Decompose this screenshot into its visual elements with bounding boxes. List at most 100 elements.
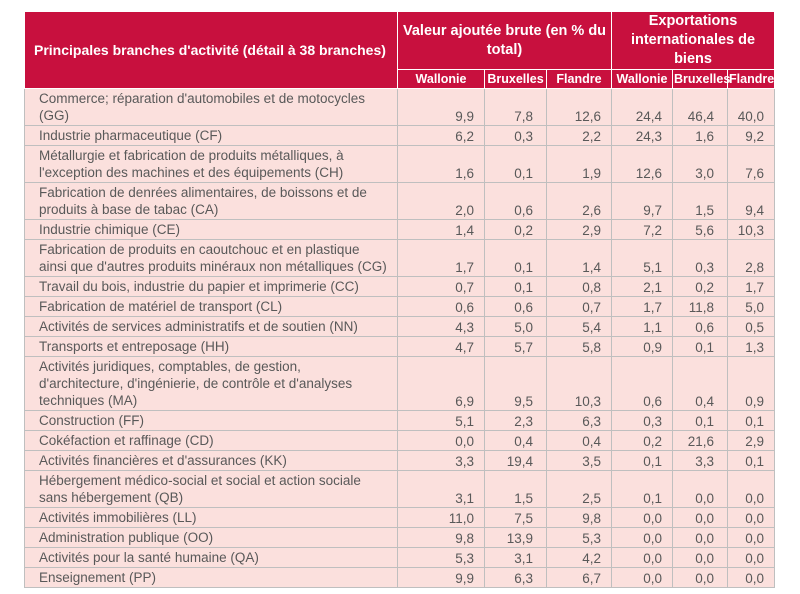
- cell-wallonie-exp: 0,1: [611, 470, 674, 508]
- col-header-flandre-exp: Flandre: [727, 69, 776, 89]
- row-label: Administration publique (OO): [24, 527, 398, 548]
- cell-flandre-va: 1,9: [545, 145, 613, 183]
- table-row: Métallurgie et fabrication de produits m…: [24, 145, 776, 183]
- row-label: Activités pour la santé humaine (QA): [24, 547, 398, 568]
- cell-bruxelles-va: 0,1: [484, 276, 547, 297]
- cell-flandre-va: 3,5: [545, 450, 613, 471]
- cell-wallonie-va: 0,6: [397, 296, 485, 317]
- row-label: Fabrication de matériel de transport (CL…: [24, 296, 398, 317]
- table-row: Activités de services administratifs et …: [24, 316, 776, 337]
- row-label: Construction (FF): [24, 410, 398, 431]
- cell-flandre-exp: 40,0: [727, 88, 776, 126]
- cell-flandre-exp: 1,7: [727, 276, 776, 297]
- col-header-wallonie-exp: Wallonie: [611, 69, 674, 89]
- table-row: Fabrication de produits en caoutchouc et…: [24, 239, 776, 277]
- cell-wallonie-va: 4,7: [397, 336, 485, 357]
- cell-wallonie-va: 1,4: [397, 219, 485, 240]
- cell-bruxelles-va: 0,2: [484, 219, 547, 240]
- cell-flandre-exp: 0,1: [727, 410, 776, 431]
- cell-bruxelles-exp: 0,6: [672, 316, 729, 337]
- table-row: Fabrication de denrées alimentaires, de …: [24, 182, 776, 220]
- cell-bruxelles-va: 0,6: [484, 182, 547, 220]
- cell-bruxelles-exp: 3,0: [672, 145, 729, 183]
- cell-bruxelles-exp: 0,0: [672, 547, 729, 568]
- cell-flandre-va: 6,3: [545, 410, 613, 431]
- cell-flandre-va: 2,5: [545, 470, 613, 508]
- cell-flandre-exp: 9,2: [727, 125, 776, 146]
- table-row: Industrie pharmaceutique (CF) 6,2 0,3 2,2 24…: [24, 125, 776, 146]
- cell-bruxelles-va: 7,5: [484, 507, 547, 528]
- cell-wallonie-exp: 0,0: [611, 567, 674, 588]
- table-row: Transports et entreposage (HH) 4,7 5,7 5,8 0…: [24, 336, 776, 357]
- cell-wallonie-exp: 5,1: [611, 239, 674, 277]
- group-header-exportations: Exportations internationales de biens: [611, 11, 776, 70]
- cell-bruxelles-va: 0,6: [484, 296, 547, 317]
- row-label: Commerce; réparation d'automobiles et de…: [24, 88, 398, 126]
- cell-wallonie-va: 3,1: [397, 470, 485, 508]
- cell-wallonie-va: 11,0: [397, 507, 485, 528]
- cell-flandre-exp: 2,8: [727, 239, 776, 277]
- cell-bruxelles-va: 7,8: [484, 88, 547, 126]
- row-label: Activités de services administratifs et …: [24, 316, 398, 337]
- table-row: Administration publique (OO) 9,8 13,9 5,3 0,…: [24, 527, 776, 548]
- cell-wallonie-va: 1,6: [397, 145, 485, 183]
- cell-bruxelles-va: 19,4: [484, 450, 547, 471]
- cell-bruxelles-va: 1,5: [484, 470, 547, 508]
- cell-wallonie-exp: 0,0: [611, 507, 674, 528]
- cell-flandre-va: 0,4: [545, 430, 613, 451]
- cell-flandre-va: 5,3: [545, 527, 613, 548]
- cell-bruxelles-va: 6,3: [484, 567, 547, 588]
- cell-bruxelles-va: 2,3: [484, 410, 547, 431]
- cell-bruxelles-exp: 5,6: [672, 219, 729, 240]
- cell-wallonie-exp: 12,6: [611, 145, 674, 183]
- cell-flandre-va: 4,2: [545, 547, 613, 568]
- cell-wallonie-va: 0,7: [397, 276, 485, 297]
- row-label: Fabrication de produits en caoutchouc et…: [24, 239, 398, 277]
- cell-wallonie-exp: 9,7: [611, 182, 674, 220]
- cell-bruxelles-va: 5,7: [484, 336, 547, 357]
- cell-wallonie-va: 9,9: [397, 567, 485, 588]
- cell-flandre-exp: 2,9: [727, 430, 776, 451]
- cell-flandre-va: 9,8: [545, 507, 613, 528]
- cell-wallonie-va: 0,0: [397, 430, 485, 451]
- cell-wallonie-exp: 24,4: [611, 88, 674, 126]
- group-header-valeur-ajoutee: Valeur ajoutée brute (en % du total): [396, 11, 613, 70]
- cell-wallonie-va: 1,7: [397, 239, 485, 277]
- cell-wallonie-va: 3,3: [397, 450, 485, 471]
- table-row: Activités juridiques, comptables, de ges…: [24, 356, 776, 411]
- cell-bruxelles-va: 13,9: [484, 527, 547, 548]
- cell-flandre-exp: 0,9: [727, 356, 776, 411]
- cell-bruxelles-exp: 0,0: [672, 507, 729, 528]
- cell-flandre-exp: 0,5: [727, 316, 776, 337]
- branches-table: Principales branches d'activité (détail …: [24, 11, 776, 588]
- row-label: Activités immobilières (LL): [24, 507, 398, 528]
- cell-flandre-exp: 0,0: [727, 547, 776, 568]
- row-label: Transports et entreposage (HH): [24, 336, 398, 357]
- cell-bruxelles-exp: 0,2: [672, 276, 729, 297]
- cell-bruxelles-exp: 0,4: [672, 356, 729, 411]
- cell-bruxelles-exp: 46,4: [672, 88, 729, 126]
- cell-flandre-va: 0,8: [545, 276, 613, 297]
- row-label: Hébergement médico-social et social et a…: [24, 470, 398, 508]
- cell-wallonie-va: 2,0: [397, 182, 485, 220]
- cell-flandre-exp: 0,0: [727, 567, 776, 588]
- cell-wallonie-va: 5,3: [397, 547, 485, 568]
- cell-wallonie-exp: 0,3: [611, 410, 674, 431]
- row-label: Industrie pharmaceutique (CF): [24, 125, 398, 146]
- cell-flandre-va: 12,6: [545, 88, 613, 126]
- row-label: Travail du bois, industrie du papier et …: [24, 276, 398, 297]
- cell-bruxelles-va: 5,0: [484, 316, 547, 337]
- table-row: Activités immobilières (LL) 11,0 7,5 9,8 0,0…: [24, 507, 776, 528]
- cell-bruxelles-va: 0,3: [484, 125, 547, 146]
- cell-flandre-va: 2,9: [545, 219, 613, 240]
- cell-flandre-va: 10,3: [545, 356, 613, 411]
- cell-wallonie-va: 6,2: [397, 125, 485, 146]
- cell-bruxelles-exp: 21,6: [672, 430, 729, 451]
- cell-bruxelles-exp: 1,5: [672, 182, 729, 220]
- cell-wallonie-va: 9,9: [397, 88, 485, 126]
- cell-wallonie-exp: 2,1: [611, 276, 674, 297]
- col-header-bruxelles-va: Bruxelles: [484, 69, 547, 89]
- cell-wallonie-exp: 7,2: [611, 219, 674, 240]
- table-row: Travail du bois, industrie du papier et …: [24, 276, 776, 297]
- cell-wallonie-va: 5,1: [397, 410, 485, 431]
